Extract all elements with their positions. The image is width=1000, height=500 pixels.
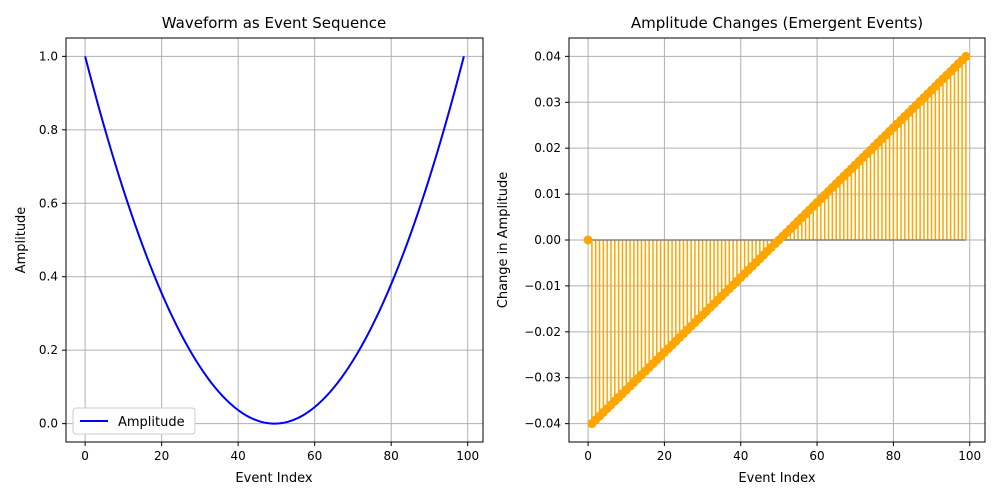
- left-chart-frame: [65, 37, 484, 443]
- left-chart-ylabel: Amplitude: [14, 207, 29, 274]
- x-tick-label: 40: [231, 449, 246, 463]
- y-tick-label: −0.02: [524, 325, 561, 339]
- y-tick-label: 0.6: [39, 196, 58, 210]
- left-chart-xlabel: Event Index: [235, 471, 312, 486]
- x-tick-label: 60: [809, 449, 824, 463]
- left-chart-yticks: 0.0 0.2 0.4 0.6 0.8 1.0: [39, 49, 66, 431]
- legend-box: [72, 407, 196, 435]
- left-chart-title: Waveform as Event Sequence: [162, 14, 386, 32]
- x-tick-label: 0: [81, 449, 89, 463]
- legend-entry-amplitude: Amplitude: [118, 415, 185, 430]
- y-tick-label: 0.01: [534, 187, 561, 201]
- y-tick-label: −0.04: [524, 417, 561, 431]
- y-tick-label: −0.03: [524, 371, 561, 385]
- y-tick-label: 0.04: [534, 49, 561, 63]
- left-chart: Waveform as Event Sequence 0 20 40 60 80 100 …: [14, 14, 484, 486]
- x-tick-label: 40: [733, 449, 748, 463]
- left-chart-plot: [84, 56, 465, 425]
- x-tick-label: 60: [307, 449, 322, 463]
- stem-marker: [583, 235, 593, 245]
- x-tick-label: 100: [958, 449, 981, 463]
- amplitude-line: [84, 56, 465, 425]
- y-tick-label: −0.01: [524, 279, 561, 293]
- right-chart-yticks: −0.04 −0.03 −0.02 −0.01 0.00 0.01 0.02 0.03 0.04: [524, 49, 569, 431]
- right-chart-ylabel: Change in Amplitude: [496, 172, 511, 309]
- right-chart-xticks: 0 20 40 60 80 100: [584, 442, 981, 463]
- y-tick-label: 1.0: [39, 49, 58, 63]
- x-tick-label: 80: [384, 449, 399, 463]
- left-chart-legend: Amplitude: [72, 407, 196, 435]
- x-tick-label: 100: [456, 449, 479, 463]
- y-tick-label: 0.00: [534, 233, 561, 247]
- right-chart-xlabel: Event Index: [738, 471, 815, 486]
- y-tick-label: 0.0: [39, 417, 58, 431]
- left-chart-grid: [66, 38, 483, 442]
- left-chart-xticks: 0 20 40 60 80 100: [81, 442, 479, 463]
- y-tick-label: 0.2: [39, 343, 58, 357]
- y-tick-label: 0.8: [39, 123, 58, 137]
- x-tick-label: 0: [584, 449, 592, 463]
- x-tick-label: 20: [657, 449, 672, 463]
- right-chart-title: Amplitude Changes (Emergent Events): [631, 14, 923, 32]
- y-tick-label: 0.02: [534, 141, 561, 155]
- stem-marker: [961, 51, 971, 61]
- y-tick-label: 0.4: [39, 270, 58, 284]
- right-chart-plot: [583, 51, 971, 429]
- y-tick-label: 0.03: [534, 95, 561, 109]
- right-chart: Amplitude Changes (Emergent Events) 0 20 4…: [496, 14, 986, 486]
- x-tick-label: 20: [154, 449, 169, 463]
- x-tick-label: 80: [886, 449, 901, 463]
